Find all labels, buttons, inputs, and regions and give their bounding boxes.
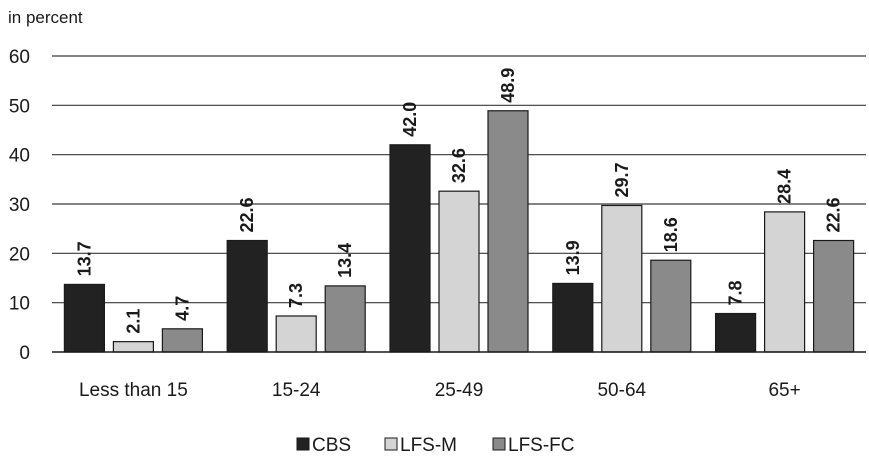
data-label: 2.1 <box>123 309 143 334</box>
y-tick-label: 0 <box>19 343 30 364</box>
x-tick-label: 65+ <box>768 380 800 401</box>
x-tick-label: 15-24 <box>272 380 321 401</box>
bar-lfs-m-4 <box>763 211 806 353</box>
y-tick-label: 60 <box>9 47 30 68</box>
bar-cbs-1 <box>226 239 268 353</box>
legend-swatch-lfs-m <box>384 437 398 451</box>
x-tick-label: Less than 15 <box>79 380 188 401</box>
data-label: 18.6 <box>661 217 681 252</box>
legend-swatch-lfs-fc <box>492 437 506 451</box>
category-labels: Less than 15 15-24 25-49 50-64 65+ <box>79 380 801 401</box>
data-labels: 13.7 2.1 4.7 22.6 7.3 13.4 42.0 32.6 48.9 13.9 29.… <box>74 68 843 334</box>
data-label: 13.4 <box>335 243 355 278</box>
data-label: 13.7 <box>74 241 94 276</box>
bar-lfs-m-2 <box>438 190 480 353</box>
bar-lfs-fc-1 <box>324 285 366 353</box>
data-label: 29.7 <box>612 162 632 197</box>
bar-lfs-m-3 <box>601 204 643 353</box>
y-tick-label: 40 <box>9 146 30 167</box>
bar-lfs-fc-0 <box>161 328 203 353</box>
bar-cbs-4 <box>714 312 757 353</box>
legend-label: LFS-M <box>400 435 457 456</box>
y-tick-label: 50 <box>9 96 30 117</box>
y-tick-label: 10 <box>9 294 30 315</box>
x-tick-label: 50-64 <box>597 380 646 401</box>
bar-lfs-fc-3 <box>650 259 692 353</box>
bar-cbs-3 <box>552 282 594 353</box>
data-label: 22.6 <box>824 197 844 232</box>
legend-label: CBS <box>312 435 351 456</box>
x-tick-label: 25-49 <box>435 380 484 401</box>
bar-lfs-fc-4 <box>812 239 855 353</box>
legend: CBS LFS-M LFS-FC <box>296 435 575 456</box>
data-label: 22.6 <box>237 197 257 232</box>
data-label: 13.9 <box>563 240 583 275</box>
data-label: 4.7 <box>172 296 192 321</box>
bar-cbs-2 <box>389 144 431 353</box>
bar-lfs-m-0 <box>112 341 155 353</box>
legend-swatch-cbs <box>296 437 310 451</box>
data-label: 42.0 <box>400 102 420 137</box>
data-label: 48.9 <box>498 68 518 103</box>
bar-lfs-m-1 <box>275 315 317 353</box>
data-label: 28.4 <box>775 169 795 204</box>
legend-label: LFS-FC <box>508 435 575 456</box>
bars <box>63 110 855 353</box>
data-label: 7.8 <box>726 280 746 305</box>
y-axis-unit-label: in percent <box>8 8 83 27</box>
y-tick-label: 20 <box>9 244 30 265</box>
bar-cbs-0 <box>63 283 106 353</box>
data-label: 32.6 <box>449 148 469 183</box>
data-label: 7.3 <box>286 283 306 308</box>
y-axis-ticks: 0 10 20 30 40 50 60 <box>9 47 30 364</box>
bar-lfs-fc-2 <box>487 110 529 353</box>
y-tick-label: 30 <box>9 195 30 216</box>
